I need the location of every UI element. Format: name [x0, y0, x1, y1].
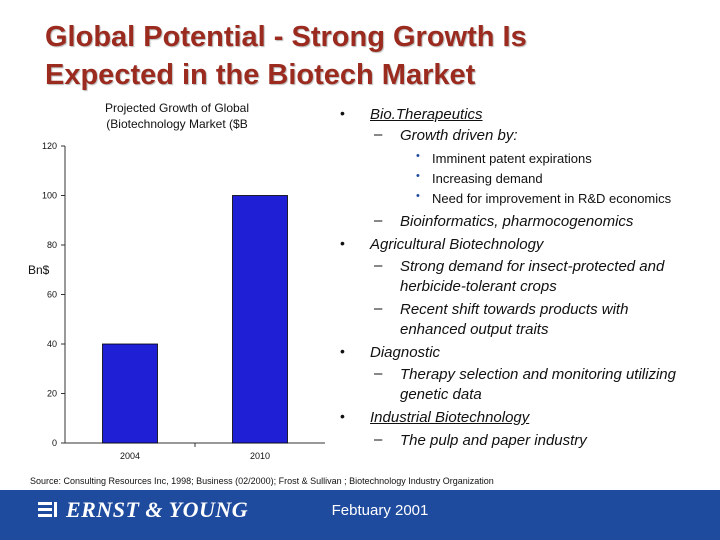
sub-dash: –	[374, 300, 383, 317]
y-tick-label: 80	[47, 240, 57, 250]
bar-2004	[102, 343, 158, 444]
chart-title-line1: Projected Growth of Global	[104, 101, 250, 115]
logo-mark-icon	[38, 502, 57, 517]
slide-title: Global Potential - Strong Growth Is Expe…	[45, 18, 685, 94]
sub-dash: –	[374, 126, 383, 143]
chart-title: Projected Growth of Global (Biotechnolog…	[82, 100, 272, 132]
bar-2010	[232, 195, 288, 444]
bullet-dot: •	[340, 408, 345, 424]
sub-therapy-2: genetic data	[400, 386, 482, 403]
sub-sub-patent: Imminent patent expirations	[432, 151, 592, 166]
x-tick-label: 2010	[250, 451, 270, 461]
sub-strong-demand-2: herbicide-tolerant crops	[400, 278, 557, 295]
bullet-biotherapeutics: Bio.Therapeutics	[370, 106, 483, 123]
sub-growth-driven: Growth driven by:	[400, 127, 518, 144]
sub-sub-dot: •	[416, 190, 420, 202]
footer-date: Febtuary 2001	[331, 502, 429, 519]
sub-dash: –	[374, 257, 383, 274]
company-logo: ERNST & YOUNG	[38, 497, 248, 523]
slide-title-line2: Expected in the Biotech Market	[45, 59, 476, 91]
sub-dash: –	[374, 431, 383, 448]
footer-bar	[0, 490, 720, 540]
sub-pulp-paper: The pulp and paper industry	[400, 432, 587, 449]
y-tick-label: 0	[52, 438, 57, 448]
sub-therapy-1: Therapy selection and monitoring utilizi…	[400, 366, 676, 383]
y-tick-label: 40	[47, 339, 57, 349]
slide-title-line1: Global Potential - Strong Growth Is	[45, 21, 527, 53]
sub-sub-demand: Increasing demand	[432, 171, 543, 186]
y-axis-label: Bn$	[28, 263, 50, 277]
sub-bioinformatics: Bioinformatics, pharmocogenomics	[400, 213, 634, 230]
sub-sub-dot: •	[416, 170, 420, 182]
bar-chart: Bn$ 0 20 40 60 80 100 120 2004 2010	[28, 141, 325, 461]
y-tick-label: 100	[42, 191, 57, 201]
bullet-dot: •	[340, 235, 345, 251]
bullet-agricultural: Agricultural Biotechnology	[370, 236, 544, 253]
sub-recent-shift-1: Recent shift towards products with	[400, 301, 629, 318]
sub-dash: –	[374, 212, 383, 229]
bullet-industrial: Industrial Biotechnology	[370, 409, 530, 426]
chart-title-line2: (Biotechnology Market ($B	[106, 117, 248, 131]
bullet-diagnostic: Diagnostic	[370, 344, 441, 361]
source-note: Source: Consulting Resources Inc, 1998; …	[30, 476, 494, 486]
bullet-dot: •	[340, 343, 345, 359]
bullet-dot: •	[340, 105, 345, 121]
y-tick-label: 120	[42, 141, 57, 151]
x-tick-label: 2004	[120, 451, 140, 461]
y-tick-label: 60	[47, 290, 57, 300]
sub-strong-demand-1: Strong demand for insect-protected and	[400, 258, 665, 275]
sub-sub-rnd: Need for improvement in R&D economics	[432, 191, 672, 206]
sub-sub-dot: •	[416, 150, 420, 162]
sub-dash: –	[374, 365, 383, 382]
y-tick-label: 20	[47, 389, 57, 399]
sub-recent-shift-2: enhanced output traits	[400, 321, 549, 338]
logo-text: ERNST & YOUNG	[66, 497, 249, 522]
